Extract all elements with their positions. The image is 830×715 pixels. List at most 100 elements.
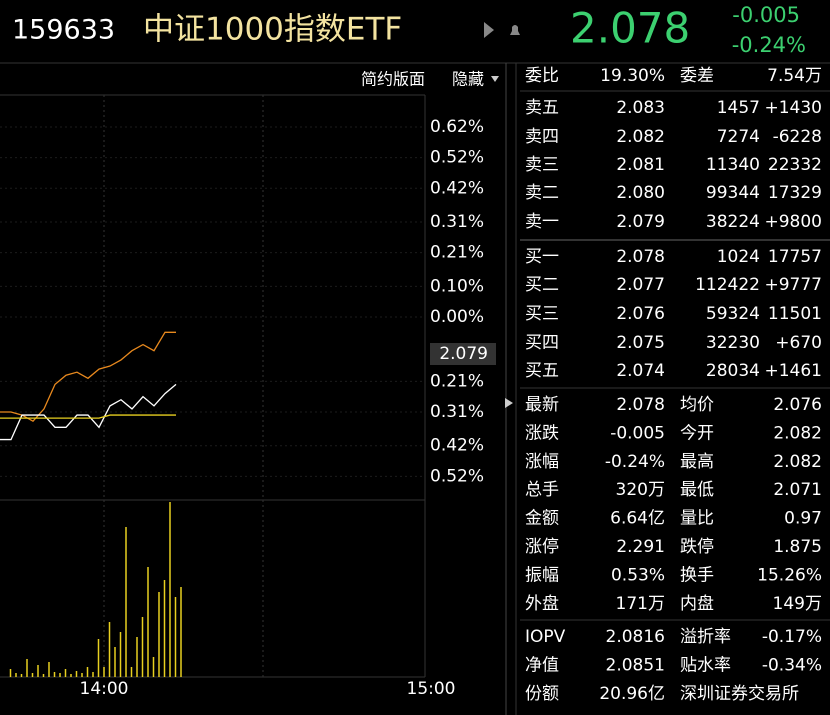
level-label: 买五	[525, 361, 559, 381]
fund-value: 2.0816	[606, 627, 665, 647]
stat-label: 跌停	[680, 537, 714, 557]
stat-value: 15.26%	[757, 565, 822, 585]
level-label: 卖五	[525, 98, 559, 118]
level-price: 2.077	[616, 275, 665, 295]
stat-value: 2.291	[616, 537, 665, 557]
level-label: 卖一	[525, 212, 559, 232]
level-volume: 11340	[706, 155, 760, 175]
level-volume: 1024	[717, 247, 760, 267]
fund-value: 20.96亿	[599, 684, 665, 704]
y-tick-label: 0.42%	[430, 436, 484, 456]
level-label: 买二	[525, 275, 559, 295]
price-marker: 2.079	[439, 344, 488, 364]
stat-label: 涨跌	[525, 423, 559, 443]
stat-label: 内盘	[680, 594, 714, 614]
level-price: 2.075	[616, 333, 665, 353]
change: -0.005	[732, 3, 800, 27]
toolbar-button[interactable]: 隐藏	[452, 70, 484, 89]
stat-value: 2.078	[616, 395, 665, 415]
level-change: +1461	[764, 361, 822, 381]
fund-label: 净值	[525, 656, 559, 676]
level-label: 卖二	[525, 183, 559, 203]
stat-label: 今开	[680, 423, 714, 443]
level-price: 2.080	[616, 183, 665, 203]
stat-label: 涨停	[525, 537, 559, 557]
level-label: 买一	[525, 247, 559, 267]
play-icon[interactable]	[484, 22, 494, 38]
level-volume: 59324	[706, 304, 760, 324]
ratio-value: 19.30%	[600, 66, 665, 86]
stat-label: 金额	[525, 509, 559, 529]
stat-label: 均价	[680, 395, 714, 415]
ratio-label: 委比	[525, 66, 559, 86]
fund-label: 贴水率	[680, 656, 731, 676]
level-volume: 32230	[706, 333, 760, 353]
stat-value: 0.97	[784, 509, 822, 529]
price-line	[0, 414, 176, 419]
bell-icon[interactable]	[510, 25, 520, 35]
level-label: 买四	[525, 333, 559, 353]
level-volume: 38224	[706, 212, 760, 232]
stat-label: 最低	[680, 480, 714, 500]
level-change: -6228	[773, 127, 822, 147]
level-change: 17757	[768, 247, 822, 267]
stat-value: 2.082	[773, 423, 822, 443]
fund-label: IOPV	[525, 627, 566, 647]
collapse-icon[interactable]	[505, 398, 513, 408]
stat-value: -0.005	[610, 423, 665, 443]
y-tick-label: 0.31%	[430, 212, 484, 232]
stat-label: 换手	[680, 565, 714, 585]
time-label: 14:00	[80, 679, 129, 699]
level-volume: 7274	[717, 127, 760, 147]
level-change: +670	[775, 333, 822, 353]
ratio-value: 7.54万	[767, 66, 822, 86]
level-price: 2.079	[616, 212, 665, 232]
level-label: 买三	[525, 304, 559, 324]
level-price: 2.074	[616, 361, 665, 381]
y-tick-label: 0.10%	[430, 276, 484, 296]
dropdown-icon[interactable]	[491, 76, 499, 82]
level-volume: 112422	[695, 275, 760, 295]
level-volume: 1457	[717, 98, 760, 118]
y-tick-label: 0.52%	[430, 148, 484, 168]
stat-value: 171万	[616, 594, 665, 614]
fund-value: -0.34%	[762, 656, 822, 676]
stat-label: 量比	[680, 509, 714, 529]
y-tick-label: 0.21%	[430, 371, 484, 391]
toolbar-button[interactable]: 简约版面	[361, 70, 425, 89]
level-change: 11501	[768, 304, 822, 324]
stat-value: 0.53%	[611, 565, 665, 585]
level-change: 17329	[768, 183, 822, 203]
stat-value: 149万	[773, 594, 822, 614]
price-line	[0, 331, 176, 423]
level-change: 22332	[768, 155, 822, 175]
y-tick-label: 0.00%	[430, 307, 484, 327]
stat-label: 涨幅	[525, 452, 559, 472]
y-tick-label: 0.52%	[430, 466, 484, 486]
level-price: 2.082	[616, 127, 665, 147]
stat-value: 2.082	[773, 452, 822, 472]
level-price: 2.076	[616, 304, 665, 324]
stat-value: 2.076	[773, 395, 822, 415]
level-label: 卖三	[525, 155, 559, 175]
price-marker-box	[430, 343, 496, 365]
stat-value: 1.875	[773, 537, 822, 557]
price: 2.078	[570, 4, 690, 53]
ratio-label: 委差	[680, 66, 714, 86]
stat-label: 外盘	[525, 594, 559, 614]
level-price: 2.081	[616, 155, 665, 175]
fund-label: 深圳证券交易所	[680, 684, 799, 704]
stat-label: 振幅	[525, 565, 559, 585]
level-label: 卖四	[525, 127, 559, 147]
time-label: 15:00	[407, 679, 456, 699]
stat-value: 320万	[616, 480, 665, 500]
y-tick-label: 0.31%	[430, 402, 484, 422]
level-price: 2.083	[616, 98, 665, 118]
stat-value: -0.24%	[605, 452, 665, 472]
stat-label: 最新	[525, 395, 559, 415]
level-change: +9777	[764, 275, 822, 295]
y-tick-label: 0.42%	[430, 178, 484, 198]
y-tick-label: 0.62%	[430, 117, 484, 137]
level-price: 2.078	[616, 247, 665, 267]
